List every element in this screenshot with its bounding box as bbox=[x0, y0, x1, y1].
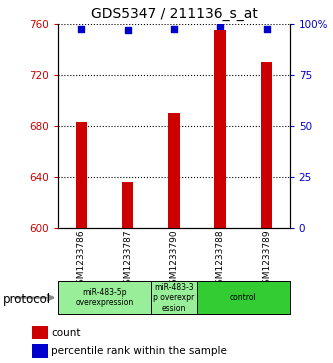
Point bbox=[125, 27, 131, 33]
Text: control: control bbox=[230, 293, 257, 302]
Bar bbox=[32, 344, 48, 358]
Point bbox=[264, 26, 269, 32]
Text: protocol: protocol bbox=[3, 293, 52, 306]
Bar bbox=[76, 122, 87, 228]
Text: percentile rank within the sample: percentile rank within the sample bbox=[51, 346, 227, 356]
FancyBboxPatch shape bbox=[151, 281, 197, 314]
Bar bbox=[261, 62, 272, 228]
Text: miR-483-3
p overexpr
ession: miR-483-3 p overexpr ession bbox=[154, 283, 194, 313]
FancyBboxPatch shape bbox=[58, 281, 151, 314]
Bar bbox=[214, 30, 226, 228]
Point bbox=[171, 26, 176, 32]
FancyBboxPatch shape bbox=[197, 281, 290, 314]
Point bbox=[218, 23, 223, 29]
Bar bbox=[122, 182, 134, 228]
Bar bbox=[32, 326, 48, 339]
Text: miR-483-5p
overexpression: miR-483-5p overexpression bbox=[76, 288, 134, 307]
Point bbox=[79, 26, 84, 32]
Text: count: count bbox=[51, 327, 81, 338]
Bar bbox=[168, 113, 180, 228]
Title: GDS5347 / 211136_s_at: GDS5347 / 211136_s_at bbox=[91, 7, 257, 21]
